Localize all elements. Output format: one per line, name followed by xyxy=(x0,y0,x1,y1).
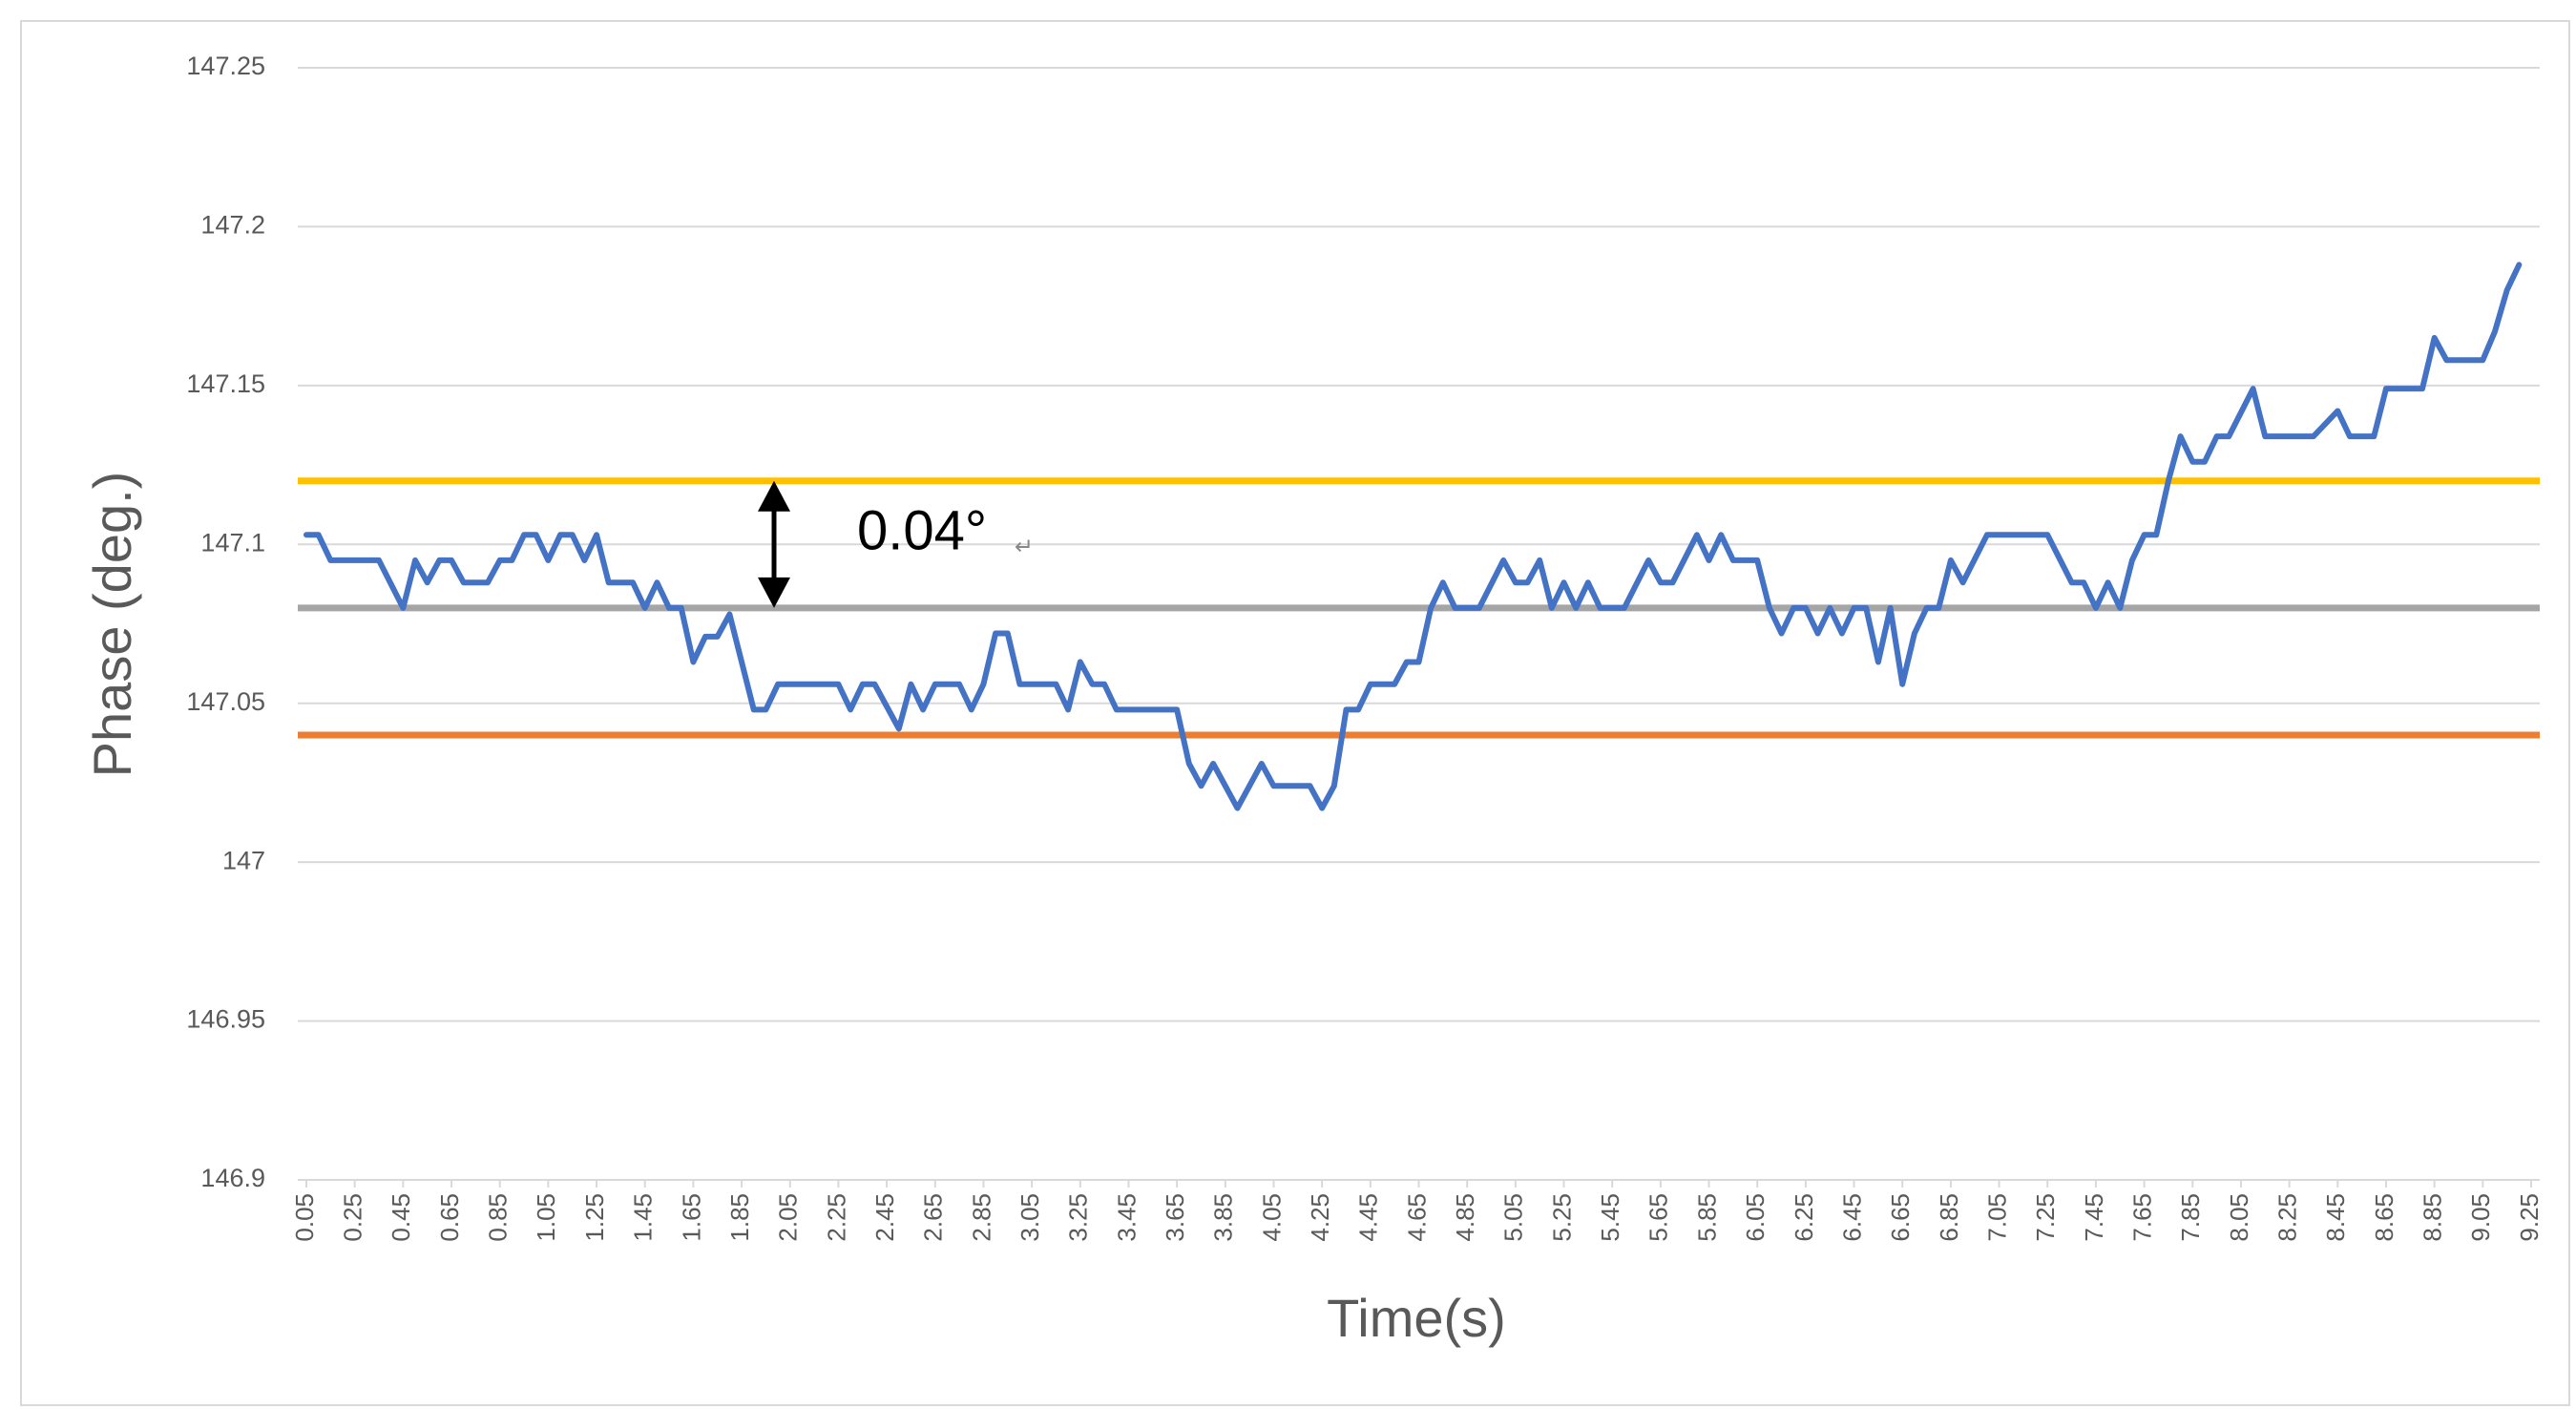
x-tick-label: 4.85 xyxy=(1451,1193,1479,1242)
x-tick-label: 6.25 xyxy=(1790,1193,1818,1242)
y-tick-label: 147.1 xyxy=(200,528,265,557)
x-tick-label: 4.05 xyxy=(1257,1193,1286,1242)
y-tick-label: 147.05 xyxy=(186,687,265,716)
x-tick-label: 9.05 xyxy=(2466,1193,2495,1242)
x-tick-label: 4.25 xyxy=(1306,1193,1334,1242)
x-axis-label: Time(s) xyxy=(1327,1288,1506,1348)
x-tick-label: 1.05 xyxy=(532,1193,560,1242)
x-tick-label: 7.45 xyxy=(2080,1193,2108,1242)
y-tick-label: 146.95 xyxy=(186,1005,265,1034)
x-tick-label: 0.65 xyxy=(435,1193,464,1242)
x-tick-label: 2.65 xyxy=(919,1193,948,1242)
x-tick-label: 3.05 xyxy=(1016,1193,1044,1242)
arrow-head xyxy=(758,480,790,512)
x-tick-label: 4.45 xyxy=(1354,1193,1383,1242)
y-tick-label: 147 xyxy=(222,846,265,874)
data-line xyxy=(304,262,2523,811)
x-tick-label: 8.05 xyxy=(2225,1193,2253,1242)
x-tick-label: 2.25 xyxy=(822,1193,850,1242)
x-tick-label: 2.05 xyxy=(774,1193,803,1242)
x-tick-label: 3.65 xyxy=(1161,1193,1189,1242)
x-tick-label: 0.85 xyxy=(484,1193,513,1242)
annotation-mark: ↵ xyxy=(1015,535,1034,560)
x-tick-label: 2.85 xyxy=(967,1193,995,1242)
x-tick-label: 7.25 xyxy=(2031,1193,2060,1242)
chart-frame xyxy=(20,20,2570,1406)
x-tick-label: 0.45 xyxy=(387,1193,415,1242)
x-tick-label: 5.85 xyxy=(1692,1193,1721,1242)
x-tick-label: 0.25 xyxy=(339,1193,367,1242)
x-tick-label: 1.25 xyxy=(580,1193,609,1242)
x-tick-label: 2.45 xyxy=(870,1193,899,1242)
x-tick-label: 5.65 xyxy=(1644,1193,1673,1242)
x-tick-label: 5.05 xyxy=(1499,1193,1528,1242)
x-tick-label: 1.65 xyxy=(677,1193,705,1242)
x-tick-label: 1.85 xyxy=(725,1193,754,1242)
x-tick-label: 3.45 xyxy=(1112,1193,1141,1242)
x-tick-label: 6.85 xyxy=(1935,1193,1963,1242)
x-tick-label: 4.65 xyxy=(1402,1193,1431,1242)
x-tick-label: 7.65 xyxy=(2127,1193,2156,1242)
x-tick-label: 3.25 xyxy=(1064,1193,1093,1242)
y-tick-label: 147.15 xyxy=(186,369,265,398)
x-tick-label: 7.85 xyxy=(2176,1193,2205,1242)
x-tick-label: 8.25 xyxy=(2273,1193,2302,1242)
x-tick-label: 5.45 xyxy=(1596,1193,1624,1242)
x-tick-label: 8.65 xyxy=(2370,1193,2398,1242)
x-tick-label: 5.25 xyxy=(1547,1193,1576,1242)
arrow-head xyxy=(758,577,790,608)
x-tick-label: 3.85 xyxy=(1209,1193,1238,1242)
x-tick-label: 9.25 xyxy=(2515,1193,2544,1242)
x-tick-label: 6.45 xyxy=(1837,1193,1866,1242)
x-tick-label: 6.65 xyxy=(1886,1193,1915,1242)
annotation-text: 0.04° xyxy=(857,500,987,562)
x-tick-label: 7.05 xyxy=(1982,1193,2011,1242)
x-tick-label: 1.45 xyxy=(629,1193,658,1242)
y-tick-label: 146.9 xyxy=(200,1164,265,1192)
y-tick-label: 147.2 xyxy=(200,211,265,240)
y-tick-label: 147.25 xyxy=(186,52,265,80)
x-tick-label: 6.05 xyxy=(1741,1193,1770,1242)
x-tick-label: 8.45 xyxy=(2321,1193,2350,1242)
x-tick-label: 8.85 xyxy=(2419,1193,2447,1242)
x-tick-label: 0.05 xyxy=(290,1193,319,1242)
y-axis-label: Phase (deg.) xyxy=(82,472,142,778)
